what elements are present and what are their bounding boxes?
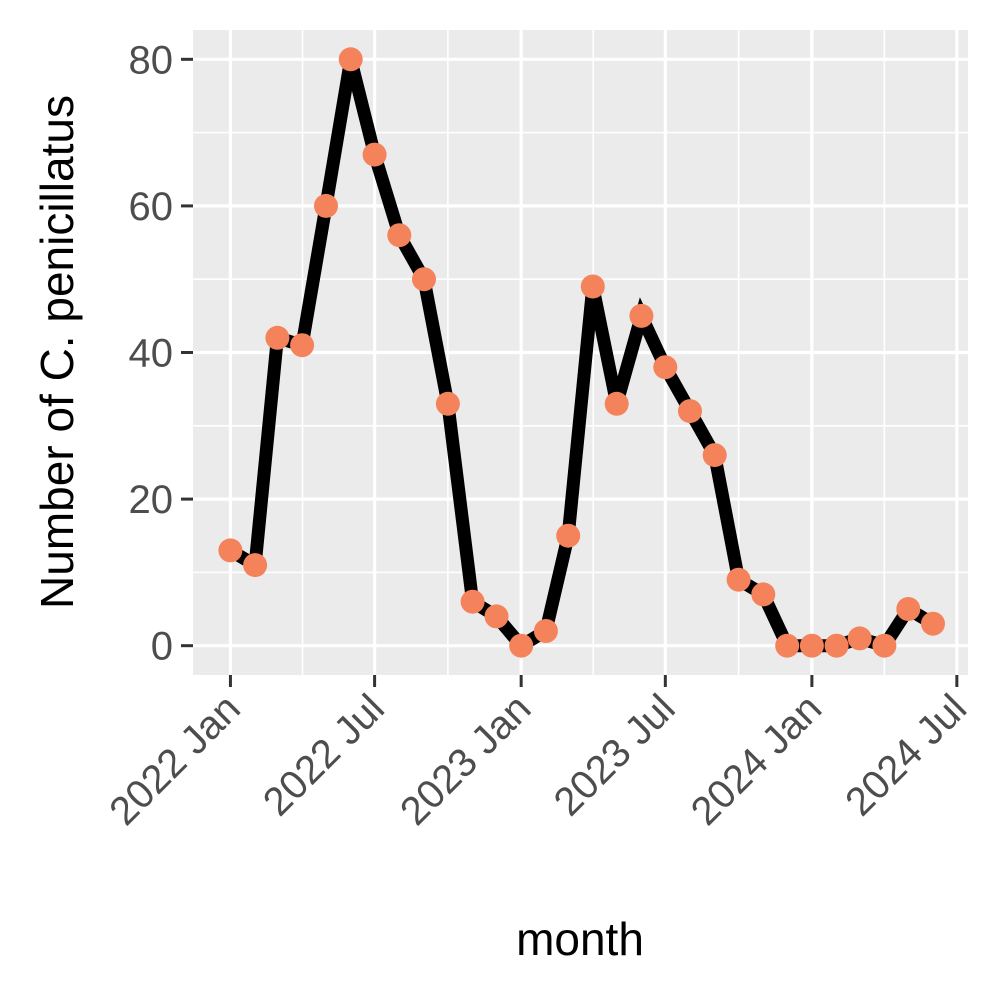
- y-tick-label: 0: [151, 625, 173, 669]
- x-tick-label: 2022 Jan: [101, 686, 248, 833]
- x-tick-label: 2023 Jan: [392, 686, 539, 833]
- x-tick-label: 2024 Jan: [683, 686, 830, 833]
- data-point: [533, 619, 558, 643]
- data-point: [387, 223, 412, 248]
- data-point: [435, 391, 460, 416]
- y-tick-label: 40: [129, 332, 174, 376]
- x-tick-label: 2024 Jul: [837, 686, 975, 824]
- data-point: [484, 604, 509, 629]
- data-point: [243, 553, 268, 578]
- x-tick-label: 2022 Jul: [255, 686, 393, 824]
- data-point: [678, 399, 702, 424]
- data-point: [653, 355, 678, 380]
- data-point: [824, 633, 849, 658]
- data-layer: [218, 47, 945, 658]
- axis-ticks: [181, 57, 959, 687]
- data-point: [847, 626, 872, 651]
- data-point: [872, 633, 897, 658]
- data-point: [751, 582, 776, 607]
- data-point: [265, 325, 290, 350]
- y-tick-label: 60: [129, 185, 174, 229]
- data-point: [218, 538, 243, 563]
- data-point: [629, 303, 654, 328]
- data-point: [362, 142, 387, 167]
- data-point: [412, 267, 436, 292]
- data-point: [580, 274, 605, 299]
- data-point: [921, 611, 945, 636]
- data-point: [338, 47, 363, 72]
- y-tick-label: 20: [129, 478, 174, 522]
- x-axis-title: month: [516, 913, 644, 965]
- x-tick-label: 2023 Jul: [546, 686, 684, 824]
- data-point: [604, 391, 629, 416]
- data-point: [290, 333, 315, 358]
- data-point: [896, 597, 921, 621]
- data-point: [460, 589, 485, 614]
- data-point: [314, 193, 338, 218]
- data-point: [726, 567, 751, 592]
- data-point: [509, 633, 534, 658]
- y-tick-label: 80: [129, 38, 174, 82]
- y-axis-title: Number of C. penicillatus: [31, 95, 83, 609]
- data-point: [775, 633, 800, 658]
- data-point: [702, 443, 727, 468]
- data-point: [556, 523, 581, 548]
- data-point: [799, 633, 824, 658]
